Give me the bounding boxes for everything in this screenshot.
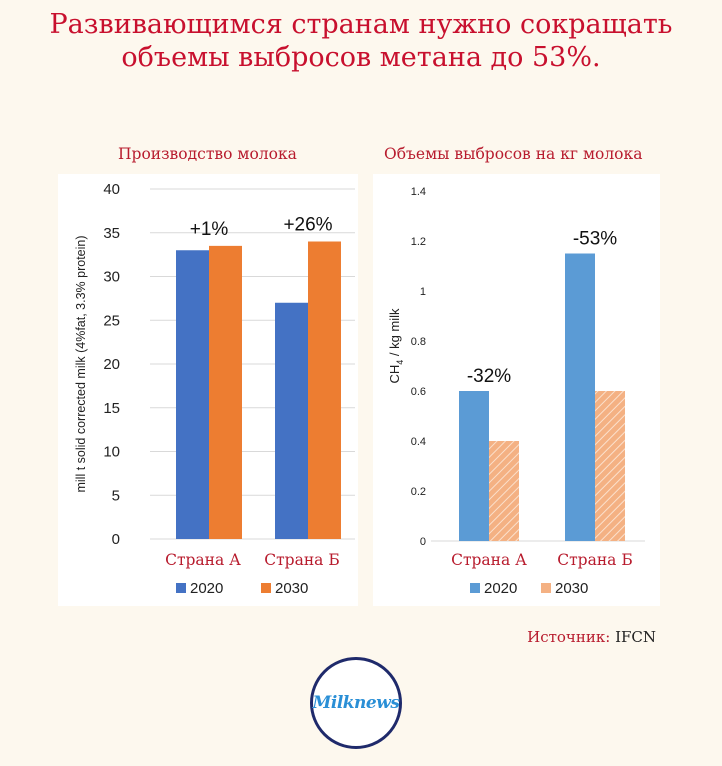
x-category-label: Страна Б	[557, 551, 633, 569]
title-line-2: объемы выбросов метана до 53%.	[121, 42, 601, 73]
legend-swatch-2030	[541, 583, 551, 593]
y-tick-label: 15	[103, 400, 120, 417]
change-annotation: -53%	[573, 229, 617, 250]
y-tick-label: 10	[103, 444, 120, 461]
legend-label-2020: 2020	[484, 580, 517, 597]
bar-2020-2	[275, 302, 308, 539]
right-chart-title: Объемы выбросов на кг молока	[384, 145, 643, 163]
legend-swatch-2030	[261, 583, 271, 593]
bar-2030-1	[209, 245, 242, 539]
source-note: Источник: IFCN	[527, 628, 656, 646]
y-tick-label: 1.2	[411, 236, 426, 248]
x-category-label: Страна А	[165, 551, 241, 569]
y-tick-label: 20	[103, 356, 120, 373]
x-category-label: Страна Б	[264, 551, 340, 569]
y-axis-label: CH4 / kg milk	[387, 308, 405, 384]
legend-swatch-2020	[176, 583, 186, 593]
legend-label-2030: 2030	[275, 580, 308, 597]
title-line-1: Развивающимся странам нужно сокращать	[49, 9, 673, 40]
y-tick-label: 30	[103, 269, 120, 286]
left-chart-panel: 0 5 10 15 20 25 30 35 40 mill t solid corrected m…	[58, 174, 358, 606]
bar-2030-1	[489, 441, 519, 541]
legend-swatch-2020	[470, 583, 480, 593]
bar-2030-2	[308, 241, 341, 539]
x-category-label: Страна А	[451, 551, 527, 569]
change-annotation: +1%	[190, 219, 229, 240]
logo-text: Milknews	[312, 693, 400, 713]
bar-2030-2	[595, 391, 625, 541]
y-tick-label: 25	[103, 312, 120, 329]
y-tick-label: 0.6	[411, 386, 426, 398]
y-tick-label: 0.8	[411, 336, 426, 348]
y-tick-label: 0.4	[411, 436, 426, 448]
y-tick-label: 40	[103, 181, 120, 198]
bar-2020-1	[176, 250, 209, 539]
emissions-chart: 0 0.2 0.4 0.6 0.8 1 1.2 1.4 CH4 / kg milk -32% Стр…	[387, 186, 645, 597]
source-value: IFCN	[615, 628, 656, 646]
y-tick-label: 0	[420, 536, 426, 548]
y-tick-label: 1	[420, 286, 426, 298]
bar-2020-2	[565, 253, 595, 541]
source-label: Источник:	[527, 628, 611, 646]
y-tick-label: 35	[103, 225, 120, 242]
legend-label-2030: 2030	[555, 580, 588, 597]
y-tick-label: 1.4	[411, 186, 426, 198]
y-axis-label: mill t solid corrected milk (4%fat, 3.3%…	[74, 235, 88, 492]
legend-label-2020: 2020	[190, 580, 223, 597]
y-tick-label: 5	[112, 487, 120, 504]
y-tick-label: 0.2	[411, 486, 426, 498]
milknews-logo: Milknews	[310, 657, 402, 749]
right-chart-panel: 0 0.2 0.4 0.6 0.8 1 1.2 1.4 CH4 / kg milk -32% Стр…	[373, 174, 660, 606]
left-chart-title: Производство молока	[118, 145, 297, 163]
bar-2020-1	[459, 391, 489, 541]
y-tick-label: 0	[112, 531, 120, 548]
change-annotation: +26%	[283, 215, 332, 236]
page-title: Развивающимся странам нужно сокращать об…	[0, 8, 722, 74]
change-annotation: -32%	[467, 366, 511, 387]
milk-production-chart: 0 5 10 15 20 25 30 35 40 mill t solid corrected m…	[74, 181, 355, 597]
